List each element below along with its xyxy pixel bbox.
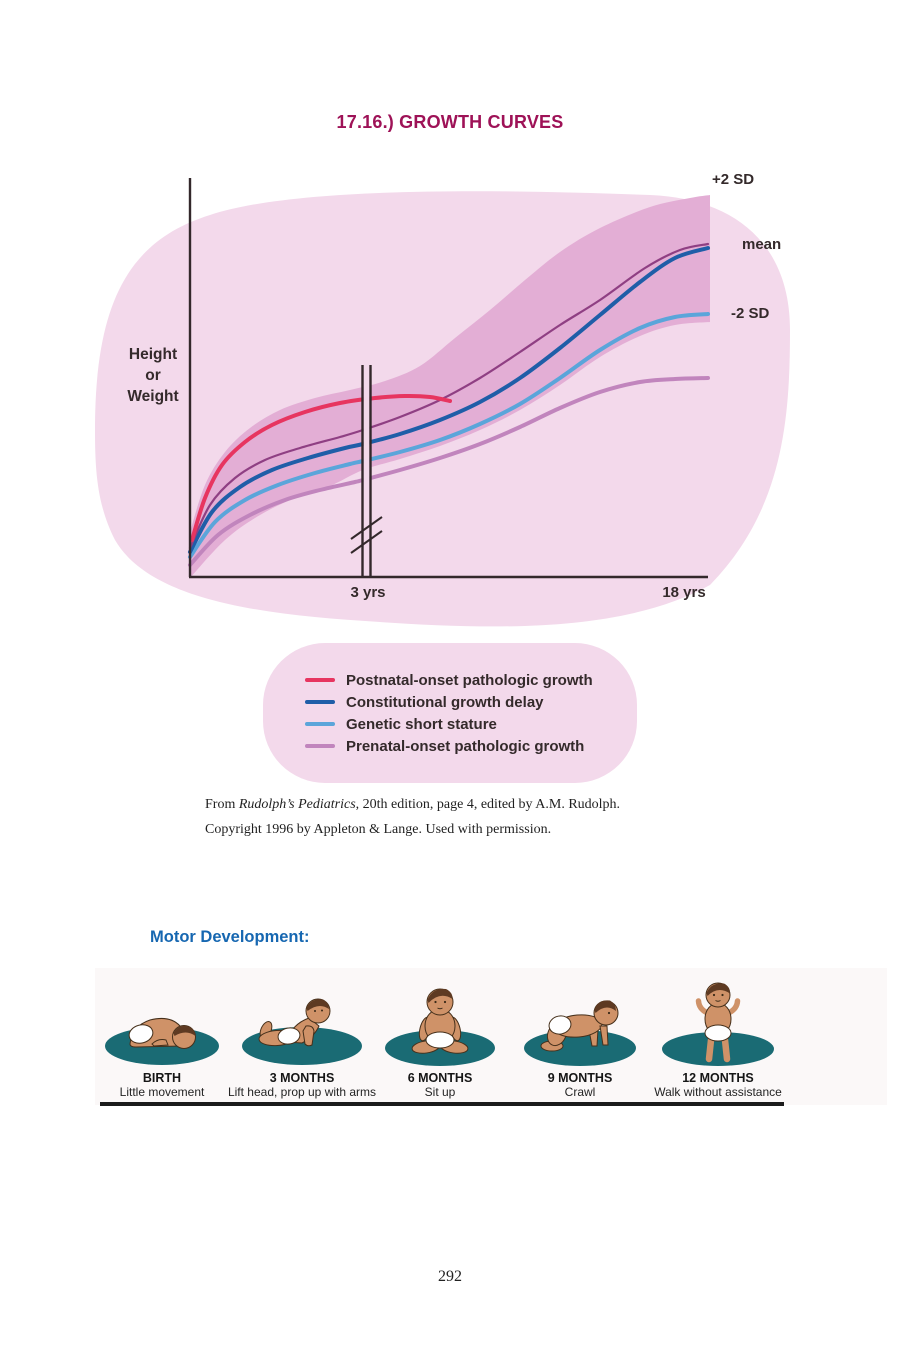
strip-underline <box>100 1102 784 1106</box>
legend-item: Prenatal-onset pathologic growth <box>305 738 637 755</box>
motor-stage-3-months: 3 MONTHS Lift head, prop up with arms <box>222 974 382 1099</box>
standing-baby-icon <box>662 982 774 1066</box>
legend-item: Genetic short stature <box>305 716 637 733</box>
minus-2sd-label: -2 SD <box>731 305 770 322</box>
normal-range-band <box>190 195 710 578</box>
axis-break-gap <box>363 365 370 576</box>
sitting-baby-icon <box>385 988 495 1066</box>
motor-stage-12-months: 12 MONTHS Walk without assistance <box>638 974 798 1099</box>
mean-label: mean <box>742 236 782 253</box>
curve-genetic-short-stature <box>188 312 710 559</box>
citation-source-title: Rudolph’s Pediatrics <box>238 797 356 812</box>
break-slash-lower <box>350 530 383 554</box>
curve-mean-normal-growth <box>188 242 710 550</box>
tummy-head-up-icon <box>242 998 362 1065</box>
break-slash-upper <box>350 516 383 540</box>
motor-development-strip: BIRTH Little movement 3 MONTHS Lift head… <box>95 968 887 1105</box>
motor-stage-6-months: 6 MONTHS Sit up <box>360 974 520 1099</box>
newborn-prone-icon <box>105 1018 219 1065</box>
page-number: 292 <box>438 1268 462 1285</box>
curves-layer <box>188 195 710 578</box>
chart-legend: Postnatal-onset pathologic growth Consti… <box>263 643 637 783</box>
legend-label: Constitutional growth delay <box>346 693 544 711</box>
curve-postnatal-onset-pathologic-growth <box>190 393 452 542</box>
citation-line-2: Copyright 1996 by Appleton & Lange. Used… <box>205 822 552 837</box>
curve-constitutional-growth-delay <box>188 246 710 554</box>
chart-axes <box>188 178 708 579</box>
postnatal-line-swatch <box>305 678 335 682</box>
crawling-baby-icon <box>524 1000 636 1066</box>
constitutional-line-swatch <box>305 700 335 704</box>
motor-development-heading: Motor Development: <box>150 928 310 946</box>
prenatal-line-swatch <box>305 744 335 748</box>
page-title: 17.16.) GROWTH CURVES <box>336 112 564 132</box>
motor-stage-birth: BIRTH Little movement <box>82 974 242 1099</box>
x-tick-3yrs: 3 yrs <box>350 584 386 601</box>
genetic-line-swatch <box>305 722 335 726</box>
growth-curves-figure <box>95 160 795 640</box>
growth-chart-svg <box>95 178 790 627</box>
legend-item: Constitutional growth delay <box>305 694 637 711</box>
legend-label: Prenatal-onset pathologic growth <box>346 737 585 755</box>
x-tick-18yrs: 18 yrs <box>662 584 706 601</box>
y-axis-label: Height or Weight <box>127 346 179 405</box>
figure-citation: From Rudolph’s Pediatrics, 20th edition,… <box>205 792 685 842</box>
legend-label: Genetic short stature <box>346 715 497 733</box>
legend-label: Postnatal-onset pathologic growth <box>346 671 593 689</box>
legend-item: Postnatal-onset pathologic growth <box>305 672 637 689</box>
motor-stage-9-months: 9 MONTHS Crawl <box>500 974 660 1099</box>
citation-line-1: From Rudolph’s Pediatrics, 20th edition,… <box>205 797 621 812</box>
curve-prenatal-onset-pathologic-growth <box>188 376 710 567</box>
plus-2sd-label: +2 SD <box>712 171 755 188</box>
